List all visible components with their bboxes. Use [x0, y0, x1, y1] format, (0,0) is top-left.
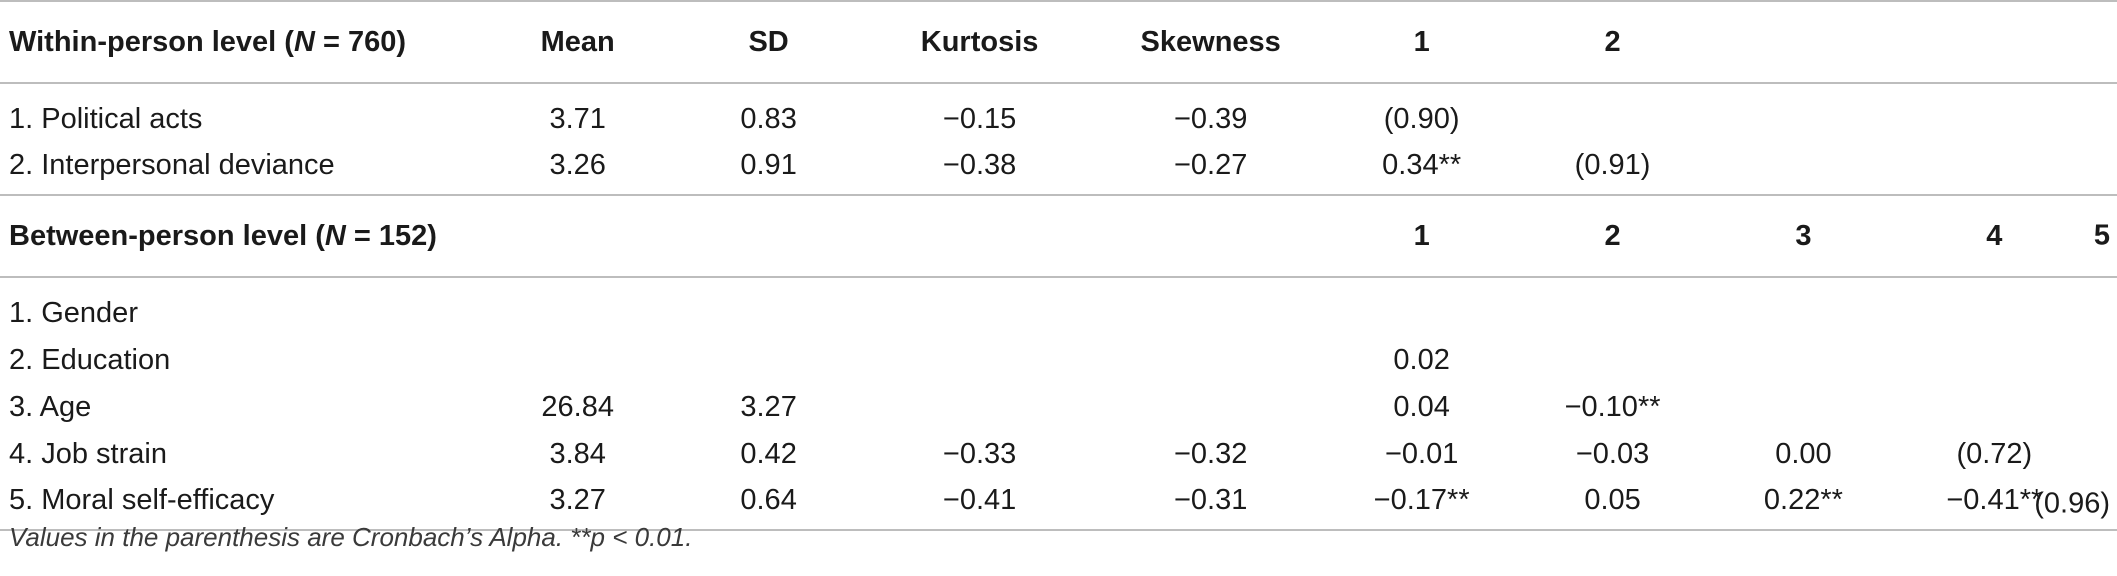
table-row: 4. Job strain 3.84 0.42 −0.33 −0.32 −0.0…: [0, 431, 2117, 478]
header-skewness: Skewness: [1140, 25, 1281, 58]
table-row: 1. Gender: [0, 277, 2117, 337]
header-col-2: 2: [1604, 25, 1621, 58]
cell-skewness: −0.32: [1173, 438, 1248, 470]
cell-mean: 26.84: [541, 391, 614, 423]
within-section-title: Within-person level (N = 760): [9, 25, 406, 58]
between-section-title: Between-person level (N = 152): [9, 219, 437, 252]
cell-col-4: (0.72): [1956, 438, 2033, 470]
row-label: 1. Political acts: [9, 103, 203, 135]
cell-kurtosis: −0.15: [942, 103, 1017, 135]
cell-col-1: −0.17**: [1373, 484, 1470, 516]
cell-col-2: −0.10**: [1564, 391, 1661, 423]
cell-mean: 3.84: [549, 438, 606, 470]
table-row: 1. Political acts 3.71 0.83 −0.15 −0.39 …: [0, 83, 2117, 143]
cell-col-2: [1517, 83, 1708, 143]
cell-sd: 3.27: [740, 391, 797, 423]
header-sd: SD: [748, 25, 789, 58]
row-label: 2. Interpersonal deviance: [9, 149, 335, 181]
cell-kurtosis: −0.38: [942, 149, 1017, 181]
between-header-row: Between-person level (N = 152) 1 2 3 4 5: [0, 195, 2117, 277]
cell-kurtosis: −0.33: [942, 438, 1017, 470]
header-col-1: 1: [1413, 25, 1430, 58]
table-row: 3. Age 26.84 3.27 0.04 −0.10**: [0, 384, 2117, 431]
table-row: 5. Moral self-efficacy 3.27 0.64 −0.41 −…: [0, 478, 2117, 530]
cell-col-3: 0.00: [1775, 438, 1832, 470]
cell-mean: 3.27: [549, 484, 606, 516]
cell-skewness: −0.31: [1173, 484, 1248, 516]
cell-col-2: −0.03: [1575, 438, 1650, 470]
cell-col-3: 0.22**: [1763, 484, 1843, 516]
cell-col-2: 0.05: [1584, 484, 1641, 516]
header-col-3: 3: [1795, 219, 1812, 252]
row-label: 1. Gender: [9, 297, 138, 329]
table-row: 2. Interpersonal deviance 3.26 0.91 −0.3…: [0, 143, 2117, 195]
row-label: 5. Moral self-efficacy: [9, 484, 275, 516]
cell-col-5: (0.96): [2034, 487, 2110, 519]
within-header-row: Within-person level (N = 760) Mean SD Ku…: [0, 1, 2117, 83]
header-col-4: 4: [1986, 219, 2003, 252]
cell-sd: 0.42: [740, 438, 797, 470]
table-footnote: Values in the parenthesis are Cronbach’s…: [9, 522, 693, 552]
cell-skewness: −0.27: [1173, 149, 1248, 181]
cell-skewness: −0.39: [1173, 103, 1248, 135]
header-col-2: 2: [1604, 219, 1621, 252]
header-col-1: 1: [1413, 219, 1430, 252]
cell-col-1: 0.02: [1393, 344, 1450, 376]
cell-col-4: −0.41**: [1946, 484, 2043, 516]
cell-col-2: (0.91): [1574, 149, 1651, 181]
cell-col-1: −0.01: [1384, 438, 1459, 470]
table-row: 2. Education 0.02: [0, 337, 2117, 384]
header-col-5: 5: [2093, 219, 2110, 252]
cell-mean: 3.26: [549, 149, 606, 181]
cell-col-1: (0.90): [1383, 103, 1460, 135]
header-mean: Mean: [540, 25, 615, 58]
header-kurtosis: Kurtosis: [920, 25, 1039, 58]
cell-col-1: 0.34**: [1382, 149, 1462, 181]
cell-kurtosis: −0.41: [942, 484, 1017, 516]
cell-sd: 0.64: [740, 484, 797, 516]
row-label: 2. Education: [9, 344, 171, 376]
cell-col-1: 0.04: [1393, 391, 1450, 423]
descriptive-statistics-table: Within-person level (N = 760) Mean SD Ku…: [0, 1, 2117, 530]
cell-sd: 0.83: [740, 103, 797, 135]
row-label: 3. Age: [9, 391, 92, 423]
cell-sd: 0.91: [740, 149, 797, 181]
cell-mean: 3.71: [549, 103, 606, 135]
row-label: 4. Job strain: [9, 438, 167, 470]
